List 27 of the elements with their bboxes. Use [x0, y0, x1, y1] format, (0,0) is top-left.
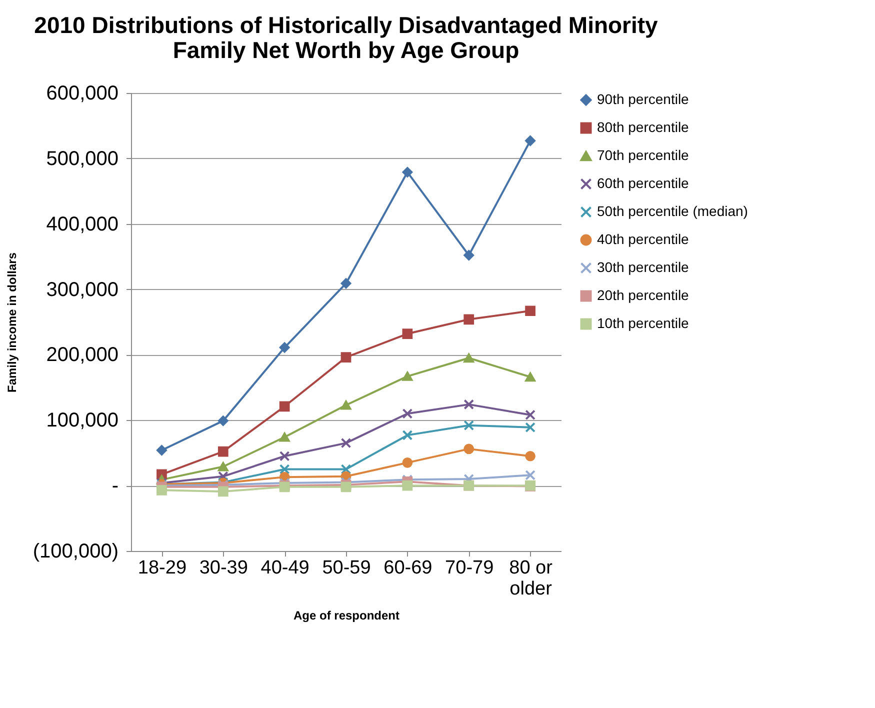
y-tick-label: (100,000) [32, 540, 118, 562]
x-tick-label: 50-59 [322, 558, 371, 578]
x-tick-label: 80 or older [509, 558, 554, 600]
x-axis-title: Age of respondent [293, 608, 400, 622]
legend-label: 90th percentile [597, 91, 690, 107]
y-axis-title: Family income in dollars [4, 252, 19, 393]
legend-label: 50th percentile (median) [597, 203, 748, 219]
y-tick-label: - [112, 475, 118, 498]
legend-label: 80th percentile [597, 119, 690, 135]
chart-title: 2010 Distributions of Historically Disadvantaged Minority Family Net Worth by Age Group [34, 12, 658, 63]
x-tick-label: 30-39 [199, 558, 248, 578]
legend-label: 30th percentile [597, 259, 690, 275]
legend-label: 40th percentile [597, 231, 690, 247]
x-tick-label: 18-29 [138, 558, 187, 578]
x-tick-label: 70-79 [445, 558, 494, 578]
x-tick-label: 60-69 [384, 558, 432, 578]
x-tick-label: 40-49 [260, 558, 310, 578]
y-tick-label: 500,000 [46, 148, 118, 170]
legend-label: 20th percentile [597, 287, 690, 303]
legend-label: 60th percentile [597, 175, 690, 191]
legend-label: 70th percentile [597, 147, 690, 163]
y-tick-label: 200,000 [46, 344, 118, 366]
y-tick-label: 600,000 [46, 82, 118, 104]
y-tick-label: 100,000 [46, 410, 118, 432]
y-tick-label: 400,000 [46, 213, 118, 236]
y-tick-label: 300,000 [46, 278, 118, 301]
legend-label: 10th percentile [597, 315, 690, 331]
